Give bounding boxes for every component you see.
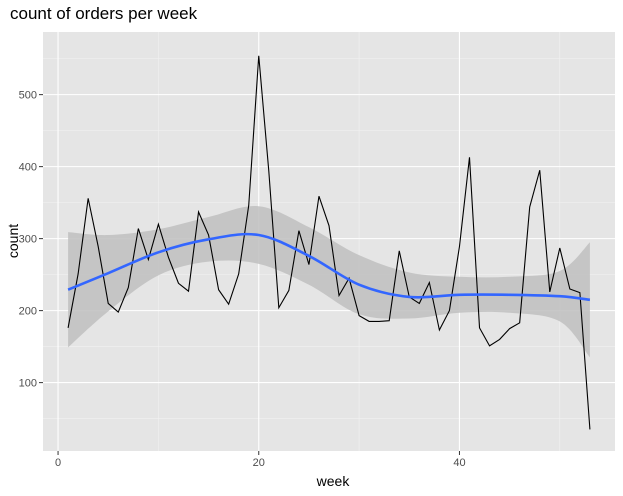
data-point-week-33	[389, 320, 390, 321]
data-point-week-10	[158, 224, 159, 225]
data-point-week-41	[469, 157, 470, 158]
data-point-week-49	[549, 291, 550, 292]
data-point-week-50	[559, 247, 560, 248]
data-point-week-46	[519, 322, 520, 323]
smooth-trend-line	[67, 232, 591, 302]
data-point-week-37	[429, 282, 430, 283]
data-point-week-16	[218, 289, 219, 290]
data-point-week-47	[529, 206, 530, 207]
data-point-week-15	[208, 234, 209, 235]
data-point-week-26	[318, 196, 319, 197]
data-point-week-45	[509, 328, 510, 329]
data-point-week-13	[188, 291, 189, 292]
data-point-week-25	[308, 264, 309, 265]
data-point-week-5	[108, 303, 109, 304]
x-axis-ticks: 0 20 40	[55, 451, 466, 469]
data-point-week-18	[238, 273, 239, 274]
data-point-week-12	[178, 283, 179, 284]
data-point-week-20	[258, 55, 259, 56]
data-point-week-21	[268, 170, 269, 171]
data-point-week-22	[278, 307, 279, 308]
data-point-week-19	[248, 205, 249, 206]
data-point-week-2	[78, 273, 79, 274]
data-point-week-11	[168, 257, 169, 258]
data-point-week-17	[228, 304, 229, 305]
y-tick-label: 300	[19, 234, 37, 246]
x-tick-label: 0	[55, 457, 61, 469]
data-point-week-31	[369, 321, 370, 322]
data-point-week-32	[379, 321, 380, 322]
data-point-week-52	[579, 292, 580, 293]
data-point-week-27	[328, 225, 329, 226]
data-point-week-43	[489, 345, 490, 346]
x-tick-label: 40	[453, 457, 465, 469]
chart-title: count of orders per week	[10, 4, 198, 23]
data-point-week-40	[459, 246, 460, 247]
data-point-week-48	[539, 170, 540, 171]
major-grid	[43, 32, 615, 451]
x-tick-label: 20	[253, 457, 265, 469]
data-point-week-23	[288, 290, 289, 291]
data-point-week-38	[439, 329, 440, 330]
data-point-week-9	[148, 259, 149, 260]
data-point-week-35	[409, 296, 410, 297]
y-axis-ticks: 100 200 300 400 500	[19, 90, 43, 390]
data-point-week-7	[128, 287, 129, 288]
data-point-week-1	[67, 327, 68, 328]
confidence-band	[68, 206, 590, 358]
data-point-week-3	[88, 198, 89, 199]
y-tick-label: 200	[19, 306, 37, 318]
data-point-week-34	[399, 250, 400, 251]
y-tick-label: 400	[19, 162, 37, 174]
data-point-week-44	[499, 339, 500, 340]
data-point-week-24	[298, 230, 299, 231]
data-point-week-28	[338, 295, 339, 296]
data-point-week-30	[359, 315, 360, 316]
data-point-week-8	[138, 228, 139, 229]
data-point-week-36	[419, 303, 420, 304]
data-point-week-51	[569, 288, 570, 289]
orders-line	[67, 55, 591, 430]
data-point-week-53	[589, 429, 590, 430]
x-axis-label: week	[316, 473, 351, 489]
y-tick-label: 500	[19, 90, 37, 102]
data-point-week-4	[98, 246, 99, 247]
y-tick-label: 100	[19, 378, 37, 390]
data-point-week-14	[198, 211, 199, 212]
y-axis-label: count	[5, 224, 21, 258]
data-point-week-6	[118, 311, 119, 312]
data-point-week-42	[479, 327, 480, 328]
data-point-week-29	[348, 278, 349, 279]
data-point-week-39	[449, 310, 450, 311]
